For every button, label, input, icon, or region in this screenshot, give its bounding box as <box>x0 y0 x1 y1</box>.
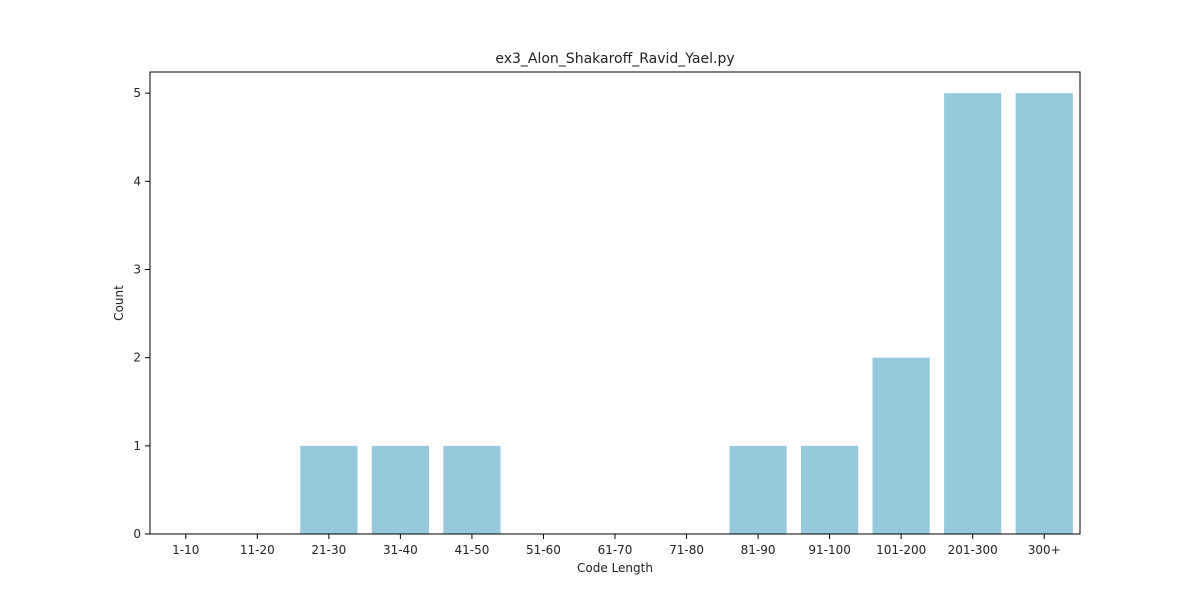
x-tick-label: 51-60 <box>526 543 561 557</box>
bars-group <box>300 93 1073 534</box>
bar-91-100 <box>801 445 859 534</box>
x-axis: 1-10 11-20 21-30 31-40 41-50 51-60 61-70 71-80 8… <box>172 534 1061 557</box>
x-tick-label: 300+ <box>1028 543 1061 557</box>
y-tick-label: 4 <box>133 174 141 188</box>
x-tick-label: 41-50 <box>454 543 489 557</box>
x-tick-label: 91-100 <box>808 543 851 557</box>
y-tick-label: 1 <box>133 439 141 453</box>
bar-31-40 <box>371 445 429 534</box>
y-tick-label: 5 <box>133 86 141 100</box>
y-tick-label: 2 <box>133 351 141 365</box>
y-axis: 0 1 2 3 4 5 <box>133 86 150 541</box>
x-axis-title: Code Length <box>577 561 653 575</box>
x-tick-label: 21-30 <box>311 543 346 557</box>
x-tick-label: 61-70 <box>598 543 633 557</box>
y-tick-label: 3 <box>133 262 141 276</box>
y-tick-label: 0 <box>133 527 141 541</box>
bar-81-90 <box>729 445 787 534</box>
chart-title: ex3_Alon_Shakaroff_Ravid_Yael.py <box>495 51 734 67</box>
x-tick-label: 31-40 <box>383 543 418 557</box>
bar-201-300 <box>944 93 1002 534</box>
bar-101-200 <box>872 357 930 534</box>
bar-300+ <box>1015 93 1073 534</box>
x-tick-label: 11-20 <box>240 543 275 557</box>
bar-21-30 <box>300 445 358 534</box>
x-tick-label: 101-200 <box>876 543 926 557</box>
x-tick-label: 201-300 <box>948 543 998 557</box>
x-tick-label: 81-90 <box>741 543 776 557</box>
x-tick-label: 1-10 <box>172 543 199 557</box>
x-tick-label: 71-80 <box>669 543 704 557</box>
bar-41-50 <box>443 445 501 534</box>
y-axis-title: Count <box>112 285 126 321</box>
plot-frame <box>149 71 1081 535</box>
